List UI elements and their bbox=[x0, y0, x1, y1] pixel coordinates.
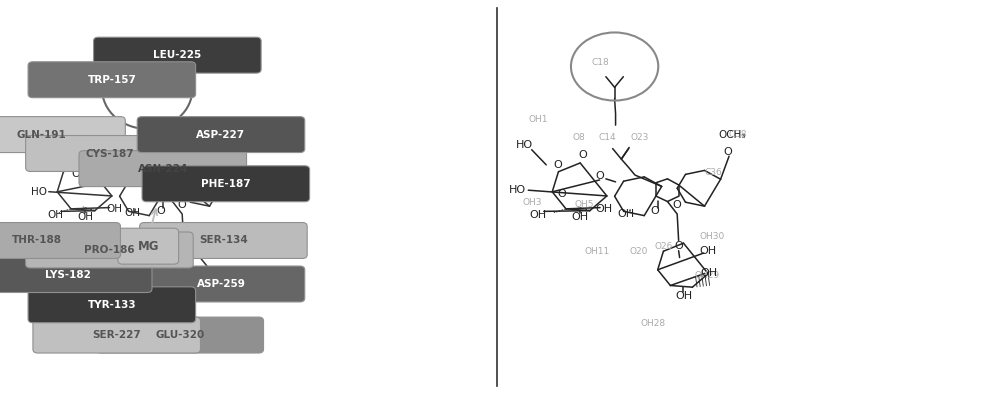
Text: OH: OH bbox=[700, 268, 717, 279]
Text: O: O bbox=[553, 160, 562, 170]
Text: OH: OH bbox=[596, 204, 613, 214]
Text: OCH₃: OCH₃ bbox=[718, 130, 746, 139]
Text: HO: HO bbox=[38, 143, 54, 154]
Text: ASP-259: ASP-259 bbox=[197, 279, 245, 289]
FancyBboxPatch shape bbox=[140, 223, 307, 258]
Text: O: O bbox=[674, 241, 683, 251]
Text: OH1: OH1 bbox=[529, 115, 548, 124]
Text: O: O bbox=[558, 189, 566, 199]
Text: ASP-227: ASP-227 bbox=[196, 130, 246, 139]
Text: O26: O26 bbox=[655, 242, 673, 251]
Text: O: O bbox=[578, 151, 587, 160]
Text: HO: HO bbox=[516, 140, 533, 150]
Text: O: O bbox=[724, 147, 732, 156]
Text: O: O bbox=[650, 206, 659, 216]
FancyBboxPatch shape bbox=[0, 223, 120, 258]
Text: OH: OH bbox=[205, 268, 221, 279]
FancyBboxPatch shape bbox=[28, 287, 196, 323]
Text: O: O bbox=[179, 241, 188, 251]
Text: OCH₃: OCH₃ bbox=[198, 139, 224, 149]
Text: OH: OH bbox=[48, 210, 64, 220]
FancyBboxPatch shape bbox=[26, 232, 193, 268]
FancyBboxPatch shape bbox=[94, 37, 261, 73]
FancyBboxPatch shape bbox=[79, 151, 247, 187]
Text: LEU-225: LEU-225 bbox=[153, 50, 201, 60]
Text: O20: O20 bbox=[629, 247, 648, 256]
Text: ASN-224: ASN-224 bbox=[138, 164, 188, 174]
Text: PHE-187: PHE-187 bbox=[201, 179, 251, 189]
Text: OH: OH bbox=[203, 246, 219, 256]
Text: OH: OH bbox=[529, 210, 547, 220]
Text: O: O bbox=[205, 151, 213, 161]
Text: OH: OH bbox=[106, 204, 122, 214]
Text: LYS-182: LYS-182 bbox=[45, 269, 91, 279]
Text: O: O bbox=[178, 200, 187, 210]
Text: CYS-187: CYS-187 bbox=[85, 149, 134, 158]
Text: OH: OH bbox=[699, 246, 716, 256]
Text: O: O bbox=[596, 171, 604, 181]
Text: O: O bbox=[71, 169, 80, 178]
Text: TYR-133: TYR-133 bbox=[88, 300, 136, 310]
Text: O8: O8 bbox=[572, 133, 585, 142]
FancyBboxPatch shape bbox=[137, 117, 305, 152]
FancyBboxPatch shape bbox=[96, 317, 264, 353]
Text: O38: O38 bbox=[728, 130, 747, 139]
FancyBboxPatch shape bbox=[33, 317, 200, 353]
Text: OH: OH bbox=[180, 291, 196, 301]
Text: C36: C36 bbox=[705, 168, 722, 177]
Text: OH: OH bbox=[125, 208, 141, 218]
FancyBboxPatch shape bbox=[137, 266, 305, 302]
Text: O: O bbox=[673, 200, 682, 210]
Text: THR-188: THR-188 bbox=[12, 236, 62, 245]
FancyBboxPatch shape bbox=[26, 136, 193, 171]
FancyBboxPatch shape bbox=[142, 166, 310, 202]
Text: GLN-191: GLN-191 bbox=[17, 130, 66, 139]
Text: OH: OH bbox=[675, 291, 692, 301]
Text: HO: HO bbox=[31, 187, 47, 197]
FancyBboxPatch shape bbox=[0, 117, 125, 152]
FancyBboxPatch shape bbox=[28, 62, 196, 98]
Text: C14: C14 bbox=[598, 133, 616, 142]
Text: OH28: OH28 bbox=[640, 319, 665, 328]
Text: OH5: OH5 bbox=[574, 200, 594, 209]
Text: HO: HO bbox=[509, 185, 526, 195]
Text: SER-134: SER-134 bbox=[199, 236, 248, 245]
Text: O: O bbox=[113, 171, 122, 181]
Text: OH11: OH11 bbox=[584, 247, 609, 256]
FancyBboxPatch shape bbox=[118, 228, 179, 264]
Text: MG: MG bbox=[137, 240, 159, 253]
Text: O: O bbox=[83, 151, 92, 161]
Text: OH: OH bbox=[572, 212, 589, 222]
Text: O: O bbox=[156, 206, 165, 216]
Text: OH29: OH29 bbox=[695, 271, 720, 280]
Text: C18: C18 bbox=[591, 58, 609, 67]
Text: GLU-320: GLU-320 bbox=[155, 330, 204, 340]
Text: O: O bbox=[57, 160, 65, 170]
Text: O23: O23 bbox=[630, 133, 649, 142]
Text: OH: OH bbox=[618, 209, 635, 219]
Text: TRP-157: TRP-157 bbox=[87, 75, 136, 85]
Text: OH30: OH30 bbox=[699, 232, 725, 241]
Text: OH3: OH3 bbox=[523, 198, 542, 207]
Text: SER-227: SER-227 bbox=[92, 330, 141, 340]
FancyBboxPatch shape bbox=[0, 256, 152, 292]
Text: PRO-186: PRO-186 bbox=[84, 245, 135, 255]
Text: OH: OH bbox=[77, 212, 93, 222]
